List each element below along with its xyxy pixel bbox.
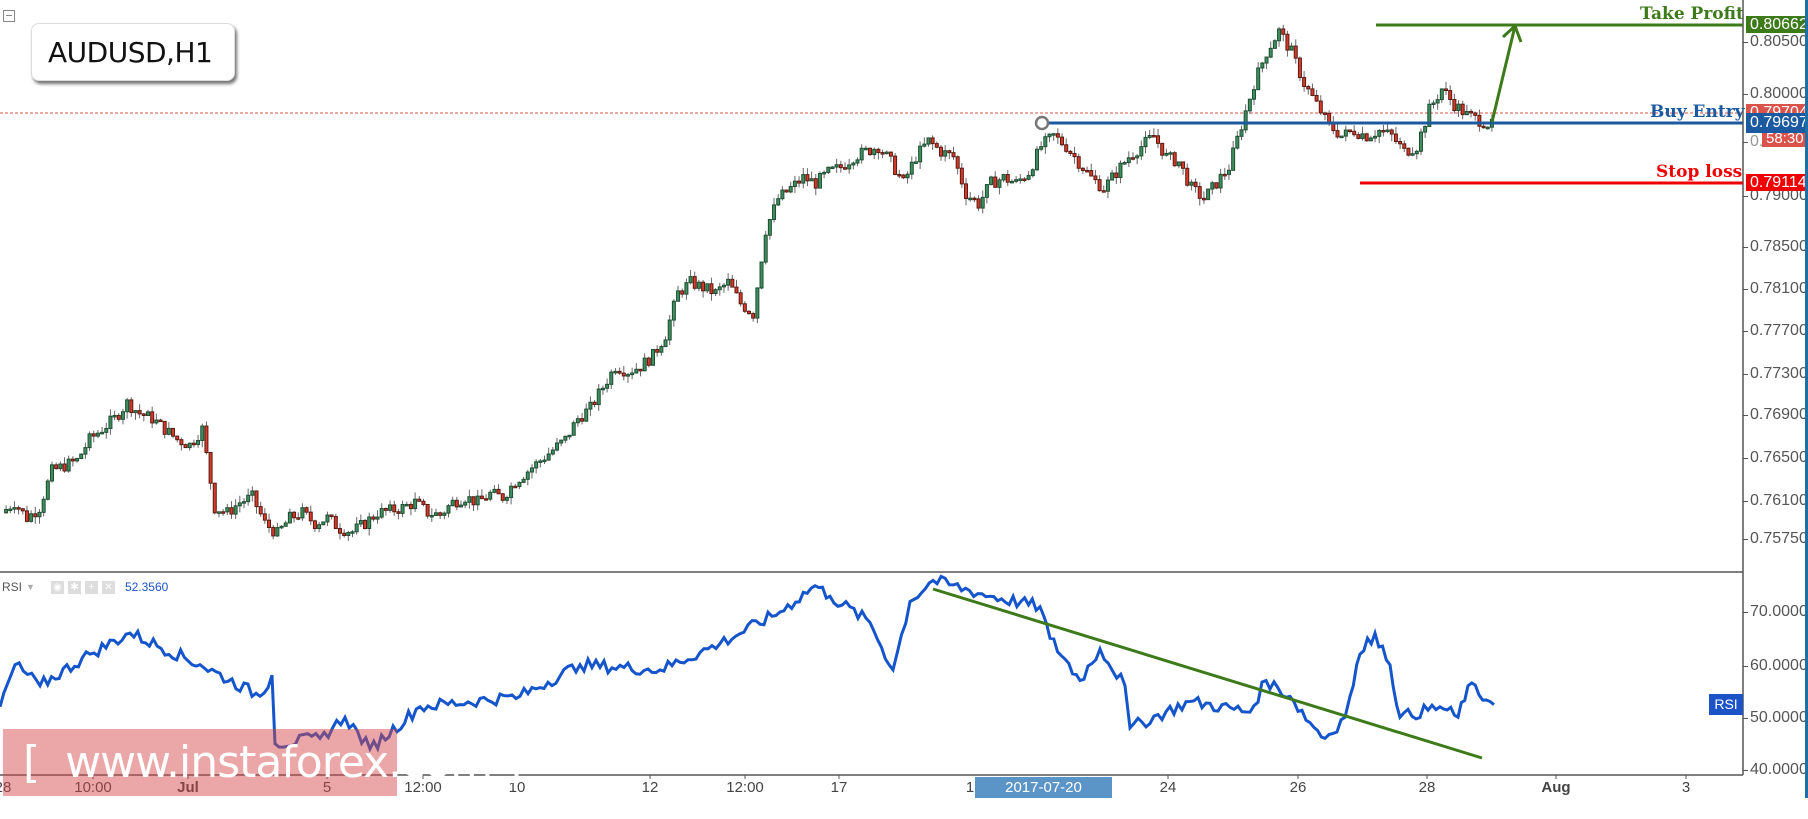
price-tick: 0.80500 (1743, 33, 1808, 50)
price-tick: 0.77300 (1743, 365, 1808, 382)
rsi-legend: RSI ▼ ◉ ✱ + ✕ 52.3560 (2, 580, 168, 594)
stop-loss-label: Stop loss (1656, 162, 1743, 182)
time-label: 26 (1289, 779, 1307, 796)
eye-icon[interactable]: ◉ (50, 580, 64, 594)
window-border (1805, 0, 1808, 798)
time-label: 17 (830, 779, 848, 796)
candlestick-series (4, 24, 1494, 541)
time-label: Jul (177, 779, 199, 796)
rsi-tick: 50.0000 (1743, 709, 1808, 726)
price-tick: 0.75750 (1743, 530, 1808, 547)
buy-entry-price-tag: 0.79697 (1746, 113, 1808, 133)
plus-icon[interactable]: + (84, 580, 98, 594)
time-label: 12:00 (726, 779, 764, 796)
rsi-title[interactable]: RSI (2, 580, 23, 594)
collapse-panel-button[interactable] (3, 10, 15, 22)
time-label: 3 (1681, 779, 1691, 796)
time-label: Aug (1541, 779, 1571, 796)
rsi-tick: 40.0000 (1743, 761, 1808, 778)
time-label: 10 (508, 779, 526, 796)
price-tick: 0.77700 (1743, 322, 1808, 339)
symbol-label: AUDUSD,H1 (48, 36, 213, 69)
time-label: 12:00 (404, 779, 442, 796)
time-label: 12 (641, 779, 659, 796)
line-anchor-handle[interactable] (1034, 115, 1050, 131)
time-axis-ticks (92, 775, 1687, 779)
time-label: 28 (1418, 779, 1436, 796)
symbol-label-box: AUDUSD,H1 (31, 23, 235, 81)
price-tick: 0.80000 (1743, 85, 1808, 102)
stop-loss-price-tag: 0.79114 (1746, 174, 1808, 191)
crosshair-time-label: 2017-07-20 02:00:00 (975, 777, 1112, 817)
time-label: 5 (322, 779, 332, 796)
take-profit-price-tag: 0.80662 (1746, 16, 1808, 33)
price-tick: 0.78100 (1743, 280, 1808, 297)
rsi-value: 52.3560 (124, 580, 169, 594)
chart-canvas[interactable] (0, 0, 1808, 798)
price-tick: 0.76100 (1743, 492, 1808, 509)
time-label: 24 (1159, 779, 1177, 796)
dropdown-caret-icon[interactable]: ▼ (26, 582, 35, 592)
time-label: 1 (965, 779, 975, 796)
price-tick: 0.76500 (1743, 449, 1808, 466)
time-label: 10:00 (74, 779, 112, 796)
rsi-tick: 70.0000 (1743, 603, 1808, 620)
rsi-trendline[interactable] (932, 587, 1483, 760)
close-icon[interactable]: ✕ (101, 580, 115, 594)
watermark: [ www.instaforex.com ] (3, 729, 522, 796)
arrow-up-icon[interactable] (1490, 24, 1523, 123)
buy-entry-label: Buy Entry (1650, 102, 1745, 122)
price-tick: 0.76900 (1743, 406, 1808, 423)
rsi-axis-tag: RSI (1709, 694, 1743, 715)
rsi-tick: 60.0000 (1743, 657, 1808, 674)
bar-countdown-tag: 58:30 (1762, 130, 1808, 147)
time-label: 28 (0, 779, 12, 796)
take-profit-label: Take Profit (1640, 4, 1744, 24)
rsi-line (0, 574, 1495, 753)
gear-icon[interactable]: ✱ (67, 580, 81, 594)
price-tick: 0.78500 (1743, 238, 1808, 255)
price-tick: 0.79000 (1743, 187, 1808, 204)
